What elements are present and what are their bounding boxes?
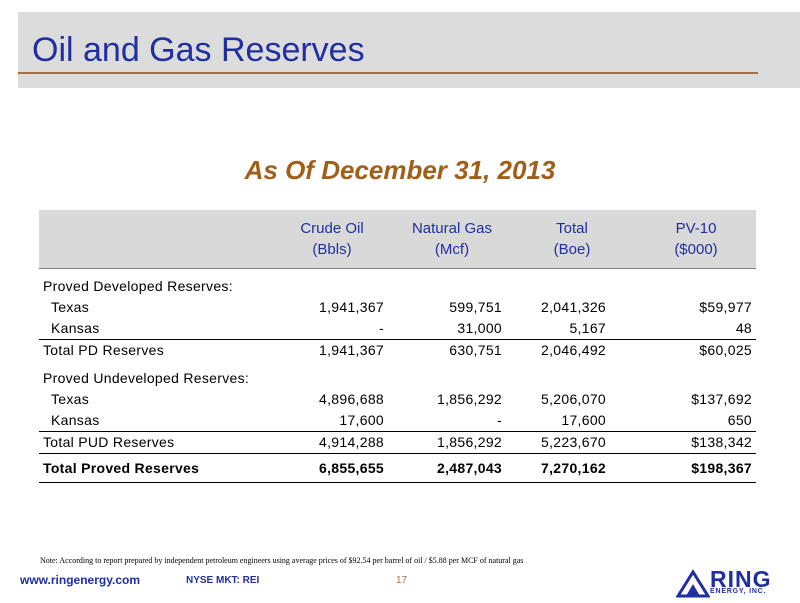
row-label: Kansas — [51, 320, 100, 336]
row-divider — [39, 453, 756, 454]
row-label: Total PD Reserves — [43, 342, 165, 358]
row-divider — [39, 339, 756, 340]
cell-natural-gas: 1,856,292 — [437, 391, 502, 407]
column-header-unit: (Bbls) — [312, 241, 352, 258]
column-header-pv10: PV-10 ($000) — [637, 218, 755, 260]
cell-pv10: $59,977 — [699, 299, 752, 315]
cell-total: 2,046,492 — [541, 342, 606, 358]
cell-total: 17,600 — [561, 412, 606, 428]
cell-crude-oil: 4,914,288 — [319, 434, 384, 450]
column-header-label: Crude Oil — [300, 220, 364, 237]
cell-crude-oil: 1,941,367 — [319, 342, 384, 358]
logo-wordmark: RING — [710, 566, 772, 592]
cell-pv10: $138,342 — [691, 434, 752, 450]
cell-pv10: $198,367 — [691, 460, 752, 476]
website-link[interactable]: www.ringenergy.com — [20, 573, 141, 587]
row-label: Texas — [51, 391, 90, 407]
table-row-grand-total: Total Proved Reserves 6,855,655 2,487,04… — [39, 458, 756, 479]
table-row-subtotal: Total PUD Reserves 4,914,288 1,856,292 5… — [39, 432, 756, 453]
page-title: Oil and Gas Reserves — [32, 31, 365, 69]
row-divider — [39, 431, 756, 432]
column-header-label: PV-10 — [675, 220, 717, 237]
row-label: Proved Undeveloped Reserves: — [43, 370, 250, 386]
reserves-table: Crude Oil (Bbls) Natural Gas (Mcf) Total… — [39, 210, 756, 483]
cell-total: 5,223,670 — [541, 434, 606, 450]
column-header-total: Total (Boe) — [517, 218, 627, 260]
column-header-unit: (Mcf) — [434, 241, 470, 258]
cell-pv10: 650 — [727, 412, 752, 428]
footnote: Note: According to report prepared by in… — [40, 556, 524, 565]
cell-natural-gas: - — [497, 412, 502, 428]
column-header-crude-oil: Crude Oil (Bbls) — [277, 218, 387, 260]
table-row: Kansas - 31,000 5,167 48 — [39, 318, 756, 339]
row-label: Texas — [51, 299, 90, 315]
table-row: Texas 1,941,367 599,751 2,041,326 $59,97… — [39, 297, 756, 318]
cell-natural-gas: 31,000 — [457, 320, 502, 336]
cell-natural-gas: 630,751 — [449, 342, 502, 358]
column-header-natural-gas: Natural Gas (Mcf) — [397, 218, 507, 260]
company-logo: RING ENERGY, INC. — [675, 566, 796, 598]
table-row: Texas 4,896,688 1,856,292 5,206,070 $137… — [39, 389, 756, 410]
header-band: Oil and Gas Reserves — [18, 12, 800, 88]
cell-total: 5,206,070 — [541, 391, 606, 407]
column-header-unit: ($000) — [674, 241, 718, 258]
spacer — [39, 269, 756, 276]
subtitle: As Of December 31, 2013 — [244, 155, 556, 185]
cell-pv10: $60,025 — [699, 342, 752, 358]
cell-pv10: $137,692 — [691, 391, 752, 407]
spacer — [39, 361, 756, 368]
logo-subtext: ENERGY, INC. — [710, 588, 767, 595]
logo-mark-icon — [675, 569, 711, 598]
stock-ticker: NYSE MKT: REI — [186, 575, 260, 586]
row-label: Proved Developed Reserves: — [43, 278, 233, 294]
column-header-label: Natural Gas — [411, 220, 493, 237]
cell-natural-gas: 599,751 — [449, 299, 502, 315]
table-row: Kansas 17,600 - 17,600 650 — [39, 410, 756, 431]
row-label: Total Proved Reserves — [43, 460, 200, 476]
cell-crude-oil: 4,896,688 — [319, 391, 384, 407]
table-row-section-pd: Proved Developed Reserves: — [39, 276, 756, 297]
cell-crude-oil: 6,855,655 — [319, 460, 384, 476]
cell-total: 2,041,326 — [541, 299, 606, 315]
table-row-subtotal: Total PD Reserves 1,941,367 630,751 2,04… — [39, 340, 756, 361]
cell-crude-oil: - — [379, 320, 384, 336]
cell-pv10: 48 — [735, 320, 752, 336]
cell-crude-oil: 1,941,367 — [319, 299, 384, 315]
cell-natural-gas: 2,487,043 — [437, 460, 502, 476]
cell-total: 5,167 — [569, 320, 606, 336]
row-label: Kansas — [51, 412, 100, 428]
header-rule — [18, 72, 758, 74]
table-row-section-pud: Proved Undeveloped Reserves: — [39, 368, 756, 389]
cell-total: 7,270,162 — [541, 460, 606, 476]
table-header: Crude Oil (Bbls) Natural Gas (Mcf) Total… — [39, 210, 756, 269]
cell-crude-oil: 17,600 — [339, 412, 384, 428]
column-header-unit: (Boe) — [553, 241, 591, 258]
row-label: Total PUD Reserves — [43, 434, 175, 450]
page-number: 17 — [396, 575, 408, 586]
row-divider — [39, 482, 756, 483]
column-header-label: Total — [556, 220, 588, 237]
cell-natural-gas: 1,856,292 — [437, 434, 502, 450]
